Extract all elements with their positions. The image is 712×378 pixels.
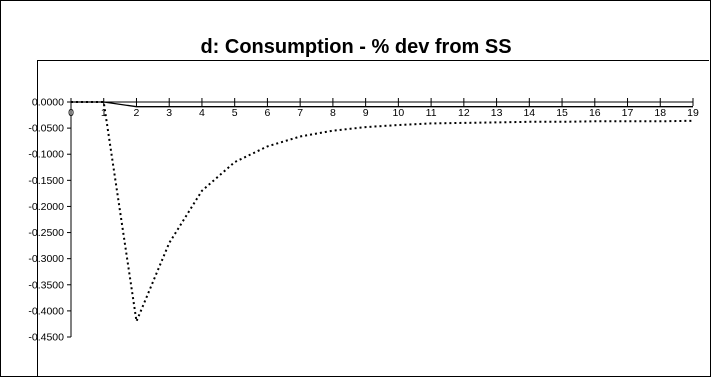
y-tick-label: -0.4500: [28, 332, 64, 344]
x-tick-label: 18: [654, 107, 666, 119]
chart-title: d: Consumption - % dev from SS: [200, 36, 512, 58]
x-tick-label: 7: [297, 107, 303, 119]
x-tick-label: 5: [232, 107, 238, 119]
series-line-dotted: [71, 101, 694, 325]
series-line-solid: [71, 101, 693, 108]
y-tick-label: -0.1000: [28, 149, 64, 161]
x-tick-label: 11: [426, 107, 437, 119]
x-tick-label: 10: [393, 107, 405, 119]
x-tick-label: 3: [166, 107, 172, 119]
x-tick-label: 0: [68, 107, 74, 119]
x-tick-label: 8: [330, 107, 336, 119]
x-tick-label: 19: [687, 107, 699, 119]
x-tick-label: 15: [556, 107, 568, 119]
y-tick-label: -0.1500: [28, 175, 64, 187]
x-tick-label: 16: [589, 107, 601, 119]
y-tick-label: 0.0000: [32, 97, 64, 109]
plot-area: [37, 60, 709, 377]
y-tick-label: -0.3000: [28, 253, 64, 265]
x-tick-label: 2: [134, 107, 140, 119]
x-tick-label: 6: [264, 107, 270, 119]
y-tick-label: -0.0500: [28, 123, 64, 135]
x-tick-label: 17: [622, 107, 634, 119]
x-tick-label: 4: [199, 107, 205, 119]
x-tick-label: 12: [458, 107, 470, 119]
y-tick-label: -0.2500: [28, 227, 64, 239]
y-tick-label: -0.3500: [28, 279, 64, 291]
y-tick-label: -0.2000: [28, 201, 64, 213]
x-tick-label: 13: [491, 107, 503, 119]
y-tick-label: -0.4000: [28, 305, 64, 317]
x-tick-label: 14: [523, 107, 535, 119]
x-tick-label: 1: [101, 107, 107, 119]
x-tick-label: 9: [363, 107, 369, 119]
